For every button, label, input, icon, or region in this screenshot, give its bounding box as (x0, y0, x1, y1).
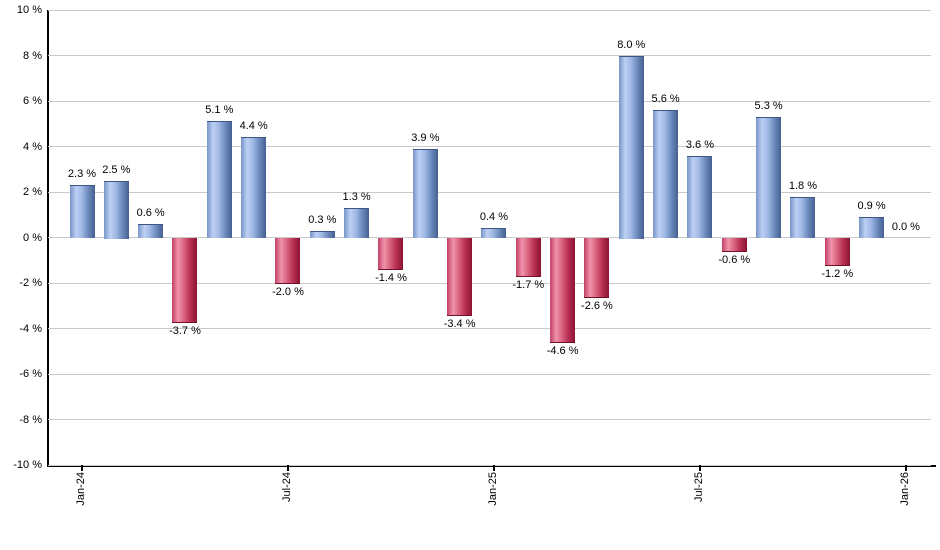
bar-positive (859, 217, 885, 239)
bar-value-label: 0.0 % (891, 220, 920, 233)
bar-negative (515, 237, 541, 278)
bar-value-label: 1.8 % (788, 179, 817, 192)
gridline (48, 9, 931, 11)
bar-negative (275, 237, 301, 284)
bar-value-label: 5.6 % (651, 93, 680, 106)
x-tick-mark (493, 465, 495, 471)
bar-value-label: 8.0 % (617, 38, 646, 51)
y-tick-label: 4 % (23, 140, 42, 153)
x-tick-mark (287, 465, 289, 471)
gridline (48, 328, 931, 329)
gridline (48, 191, 931, 193)
bar-positive (481, 228, 507, 239)
bar-positive (618, 55, 644, 239)
x-tick-mark (81, 465, 83, 471)
y-tick-label: 8 % (23, 49, 42, 62)
bar-positive (653, 110, 679, 239)
bar-value-label: 5.3 % (754, 99, 783, 112)
bar-positive (103, 180, 129, 239)
bar-positive (309, 230, 335, 239)
bar-negative (824, 237, 850, 266)
gridline (48, 419, 931, 420)
bar-value-label: 4.4 % (239, 120, 268, 133)
bar-value-label: 5.1 % (205, 104, 234, 117)
bar-negative (378, 237, 404, 271)
x-tick-label: Jan-25 (486, 472, 499, 506)
gridline (48, 464, 931, 466)
y-tick-label: -8 % (19, 413, 42, 426)
bar-value-label: 1.3 % (342, 190, 371, 203)
bar-value-label: -2.6 % (581, 299, 613, 312)
bar-positive (790, 196, 816, 239)
bar-positive (687, 155, 713, 239)
bar-value-label: -2.0 % (272, 286, 304, 298)
gridline (48, 100, 931, 102)
y-axis-line (47, 10, 49, 467)
y-tick-label: 0 % (23, 231, 42, 244)
bar-positive (412, 148, 438, 239)
bar-value-label: 0.9 % (857, 200, 886, 213)
bar-negative (721, 237, 747, 253)
gridline (48, 282, 931, 284)
bar-value-label: -3.7 % (169, 324, 201, 337)
bar-negative (447, 237, 473, 316)
bar-positive (69, 185, 95, 239)
gridline (48, 373, 931, 375)
y-tick-label: 10 % (16, 4, 42, 16)
y-tick-label: 6 % (23, 95, 42, 107)
y-tick-label: -6 % (19, 368, 42, 380)
bar-value-label: 0.3 % (308, 213, 337, 226)
bar-positive (344, 207, 370, 239)
x-tick-mark (905, 465, 907, 471)
gridline (48, 146, 931, 147)
bar-value-label: -1.4 % (375, 272, 407, 285)
y-tick-label: -2 % (19, 277, 42, 289)
bar-positive (138, 223, 164, 239)
bar-value-label: -1.7 % (512, 279, 545, 292)
bar-value-label: 3.6 % (685, 138, 714, 151)
bar-value-label: -1.2 % (821, 267, 854, 280)
bar-value-label: 3.9 % (411, 131, 440, 144)
x-axis-line (47, 465, 936, 467)
gridline (48, 55, 931, 56)
bar-value-label: -0.6 % (718, 254, 751, 267)
bar-value-label: -4.6 % (546, 345, 579, 358)
bar-negative (172, 237, 198, 323)
bar-value-label: -3.4 % (443, 317, 476, 330)
bar-value-label: 0.4 % (479, 211, 509, 224)
x-tick-label: Jan-26 (898, 472, 911, 506)
bar-value-label: 2.3 % (67, 168, 97, 181)
bar-negative (584, 237, 610, 298)
y-tick-label: 2 % (23, 186, 42, 198)
y-tick-label: -4 % (19, 322, 42, 335)
y-tick-label: -10 % (13, 459, 42, 471)
x-tick-label: Jul-25 (692, 472, 705, 502)
x-tick-label: Jul-24 (280, 472, 293, 502)
x-tick-label: Jan-24 (75, 472, 87, 506)
x-tick-mark (699, 465, 701, 471)
bar-positive (756, 116, 782, 239)
bar-positive (206, 121, 232, 239)
bar-value-label: 2.5 % (102, 163, 131, 176)
bar-positive (241, 137, 267, 239)
bar-value-label: 0.6 % (136, 206, 165, 219)
bar-negative (550, 237, 576, 344)
